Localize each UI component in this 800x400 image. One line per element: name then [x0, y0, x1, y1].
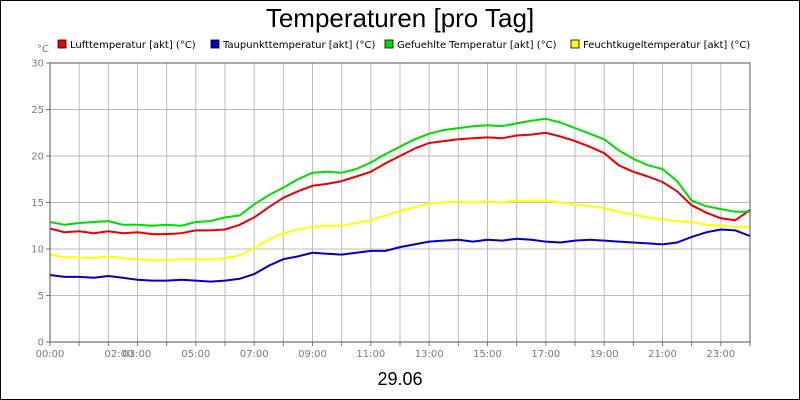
y-axis-unit: °C — [37, 44, 49, 55]
y-axis-ticks: 0 5 10 15 20 25 30 — [31, 59, 50, 349]
legend-swatch — [570, 39, 580, 49]
y-tick-label: 25 — [31, 105, 44, 116]
legend-label: Lufttemperatur [akt] (°C) — [70, 40, 196, 51]
x-tick-label: 11:00 — [356, 349, 385, 360]
x-tick-label: 03:00 — [123, 349, 152, 360]
legend-label: Gefuehlte Temperatur [akt] (°C) — [397, 40, 557, 51]
y-tick-label: 5 — [38, 291, 44, 302]
y-tick-label: 0 — [38, 338, 44, 349]
legend: Lufttemperatur [akt] (°C) Taupunkttempera… — [57, 39, 750, 51]
legend-label: Taupunkttemperatur [akt] (°C) — [222, 40, 375, 51]
plot-area — [49, 62, 751, 343]
chart-title: Temperaturen [pro Tag] — [266, 3, 534, 33]
x-tick-label: 05:00 — [181, 349, 210, 360]
x-tick-label: 13:00 — [415, 349, 444, 360]
x-tick-label: 09:00 — [298, 349, 327, 360]
x-tick-label: 19:00 — [590, 349, 619, 360]
x-tick-label: 17:00 — [531, 349, 560, 360]
y-tick-label: 10 — [31, 245, 44, 256]
x-tick-label: 02:00 — [105, 349, 134, 360]
y-tick-label: 30 — [31, 59, 44, 70]
legend-label: Feuchtkugeltemperatur [akt] (°C) — [583, 40, 750, 51]
series-line-1 — [49, 228, 751, 283]
x-tick-label: 23:00 — [706, 349, 735, 360]
x-tick-label: 00:00 — [36, 349, 65, 360]
series-lines — [49, 117, 751, 283]
legend-swatch — [210, 39, 220, 49]
grid — [50, 63, 750, 342]
legend-swatch — [57, 39, 67, 49]
date-label: 29.06 — [377, 369, 422, 389]
series-line-0 — [49, 131, 751, 236]
legend-swatch — [384, 39, 394, 49]
y-tick-label: 15 — [31, 198, 44, 209]
series-line-2 — [49, 117, 750, 227]
y-tick-label: 20 — [31, 152, 44, 163]
x-tick-label: 07:00 — [240, 349, 269, 360]
x-tick-label: 15:00 — [473, 349, 502, 360]
series-line-3 — [49, 199, 750, 262]
x-tick-label: 21:00 — [648, 349, 677, 360]
